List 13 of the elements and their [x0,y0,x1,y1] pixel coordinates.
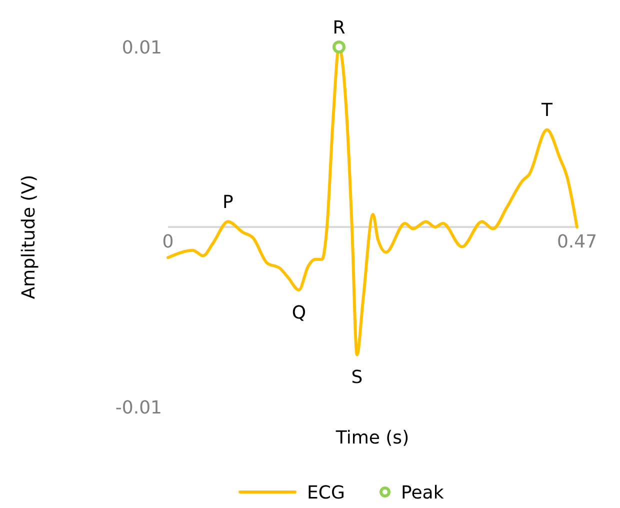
annotation: Q [292,302,306,324]
x-axis-title: Time (s) [334,427,410,448]
annotation: R [332,17,346,38]
legend-label: ECG [307,482,345,504]
annotation: T [540,100,554,122]
legend-label: Peak [401,482,444,504]
y-tick-label: 0.01 [122,37,162,58]
annotation: S [351,367,363,388]
x-tick-label: 0 [162,231,174,252]
y-axis-title: Amplitude (V) [18,174,40,300]
annotation: P [222,192,234,213]
y-tick-label: -0.01 [115,397,162,418]
x-tick-label: 0.47 [556,231,598,252]
